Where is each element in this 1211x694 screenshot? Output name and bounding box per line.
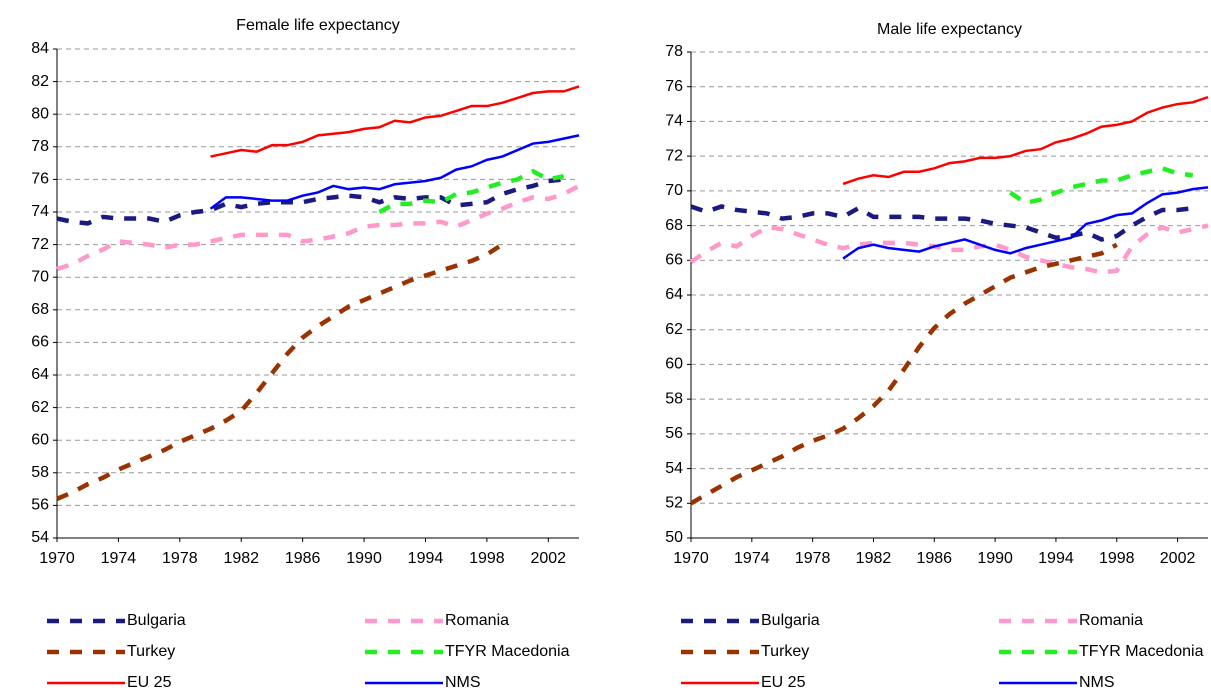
y-tick-label: 66 bbox=[665, 252, 683, 269]
legend-label: NMS bbox=[445, 674, 481, 691]
y-tick-label: 56 bbox=[665, 425, 683, 442]
y-tick-label: 74 bbox=[31, 203, 49, 220]
legend-label: Turkey bbox=[761, 643, 809, 660]
y-tick-label: 76 bbox=[31, 171, 49, 188]
y-tick-label: 60 bbox=[665, 356, 683, 373]
y-tick-label: 54 bbox=[31, 529, 49, 546]
y-tick-label: 76 bbox=[665, 78, 683, 95]
y-tick-label: 52 bbox=[665, 495, 683, 512]
y-tick-label: 70 bbox=[31, 268, 49, 285]
y-tick-label: 54 bbox=[665, 460, 683, 477]
x-tick-label: 1970 bbox=[39, 550, 75, 567]
series-line bbox=[842, 186, 1209, 260]
y-tick-label: 84 bbox=[31, 40, 49, 57]
legend-label: Bulgaria bbox=[127, 612, 186, 629]
series-line bbox=[690, 204, 1194, 242]
y-tick-label: 78 bbox=[31, 138, 49, 155]
y-tick-label: 80 bbox=[31, 105, 49, 122]
x-tick-label: 1994 bbox=[1038, 550, 1074, 567]
series-line bbox=[209, 134, 580, 210]
y-tick-label: 64 bbox=[665, 286, 683, 303]
x-tick-label: 1974 bbox=[734, 550, 770, 567]
y-tick-label: 58 bbox=[31, 464, 49, 481]
legend-label: TFYR Macedonia bbox=[445, 643, 570, 660]
series-line bbox=[842, 95, 1209, 186]
series-line bbox=[689, 242, 1118, 506]
y-tick-label: 60 bbox=[31, 431, 49, 448]
y-tick-label: 58 bbox=[665, 390, 683, 407]
y-tick-label: 62 bbox=[31, 399, 49, 416]
series-line bbox=[56, 242, 504, 501]
x-tick-label: 1974 bbox=[101, 550, 137, 567]
legend-label: EU 25 bbox=[761, 674, 806, 691]
y-tick-label: 50 bbox=[665, 529, 683, 546]
y-tick-label: 68 bbox=[665, 217, 683, 234]
series-line bbox=[378, 168, 565, 214]
series-line bbox=[56, 183, 581, 272]
y-tick-label: 62 bbox=[665, 321, 683, 338]
x-tick-label: 1982 bbox=[223, 550, 259, 567]
series-line bbox=[689, 223, 1209, 275]
y-tick-label: 66 bbox=[31, 334, 49, 351]
y-tick-label: 74 bbox=[665, 113, 683, 130]
x-tick-label: 1990 bbox=[346, 550, 382, 567]
x-tick-label: 1978 bbox=[795, 550, 831, 567]
legend-label: NMS bbox=[1079, 674, 1115, 691]
series-line bbox=[56, 177, 564, 226]
x-tick-label: 1998 bbox=[1099, 550, 1135, 567]
x-tick-label: 2002 bbox=[1160, 550, 1196, 567]
y-tick-label: 72 bbox=[665, 147, 683, 164]
chart-title: Male life expectancy bbox=[877, 21, 1022, 38]
y-tick-label: 68 bbox=[31, 301, 49, 318]
y-tick-label: 78 bbox=[665, 43, 683, 60]
legend-label: Romania bbox=[445, 612, 509, 629]
x-tick-label: 1986 bbox=[916, 550, 952, 567]
y-tick-label: 56 bbox=[31, 497, 49, 514]
x-tick-label: 1994 bbox=[408, 550, 444, 567]
y-tick-label: 64 bbox=[31, 366, 49, 383]
legend-label: EU 25 bbox=[127, 674, 172, 691]
series-line bbox=[210, 85, 580, 158]
y-tick-label: 72 bbox=[31, 236, 49, 253]
y-tick-label: 82 bbox=[31, 73, 49, 90]
legend-label: TFYR Macedonia bbox=[1079, 643, 1204, 660]
x-tick-label: 1970 bbox=[673, 550, 709, 567]
legend-label: Bulgaria bbox=[761, 612, 820, 629]
x-tick-label: 1986 bbox=[285, 550, 321, 567]
legend-label: Romania bbox=[1079, 612, 1143, 629]
legend-label: Turkey bbox=[127, 643, 175, 660]
y-tick-label: 70 bbox=[665, 182, 683, 199]
x-tick-label: 1998 bbox=[469, 550, 505, 567]
chart-title: Female life expectancy bbox=[236, 17, 400, 34]
series-line bbox=[1009, 165, 1194, 206]
x-tick-label: 1978 bbox=[162, 550, 198, 567]
x-tick-label: 2002 bbox=[530, 550, 566, 567]
x-tick-label: 1990 bbox=[977, 550, 1013, 567]
x-tick-label: 1982 bbox=[856, 550, 892, 567]
